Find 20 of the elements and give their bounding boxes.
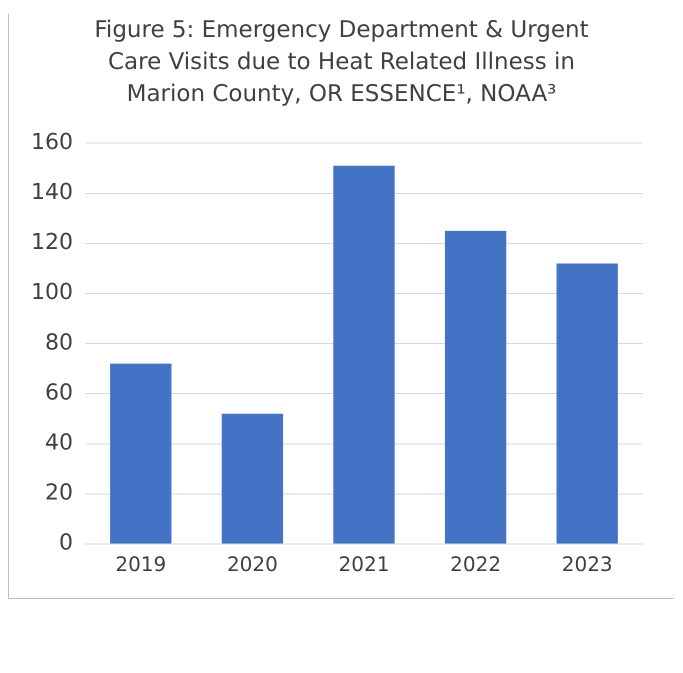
chart-title: Figure 5: Emergency Department & Urgent Care Visits due to Heat Related Illness in Marion County, OR ESSENCE¹, NOAA³ bbox=[93, 16, 590, 109]
bar bbox=[110, 364, 172, 544]
y-tick-label: 0 bbox=[58, 530, 73, 556]
y-tick-label: 120 bbox=[30, 230, 73, 256]
bar bbox=[333, 166, 395, 544]
y-tick-label: 40 bbox=[44, 430, 73, 456]
x-tick-label: 2019 bbox=[115, 552, 166, 576]
bar bbox=[222, 414, 284, 544]
x-tick-label: 2022 bbox=[450, 552, 502, 576]
y-tick-label: 160 bbox=[30, 130, 73, 155]
y-tick-label: 100 bbox=[30, 280, 73, 306]
y-tick-label: 20 bbox=[44, 480, 73, 506]
x-tick-label: 2023 bbox=[562, 552, 613, 576]
x-tick-label: 2021 bbox=[338, 552, 390, 576]
bar bbox=[556, 263, 618, 544]
x-tick-label: 2020 bbox=[226, 552, 278, 576]
y-tick-label: 80 bbox=[44, 330, 73, 356]
y-tick-label: 60 bbox=[44, 380, 73, 406]
y-tick-label: 140 bbox=[30, 180, 73, 206]
bar bbox=[444, 230, 506, 544]
